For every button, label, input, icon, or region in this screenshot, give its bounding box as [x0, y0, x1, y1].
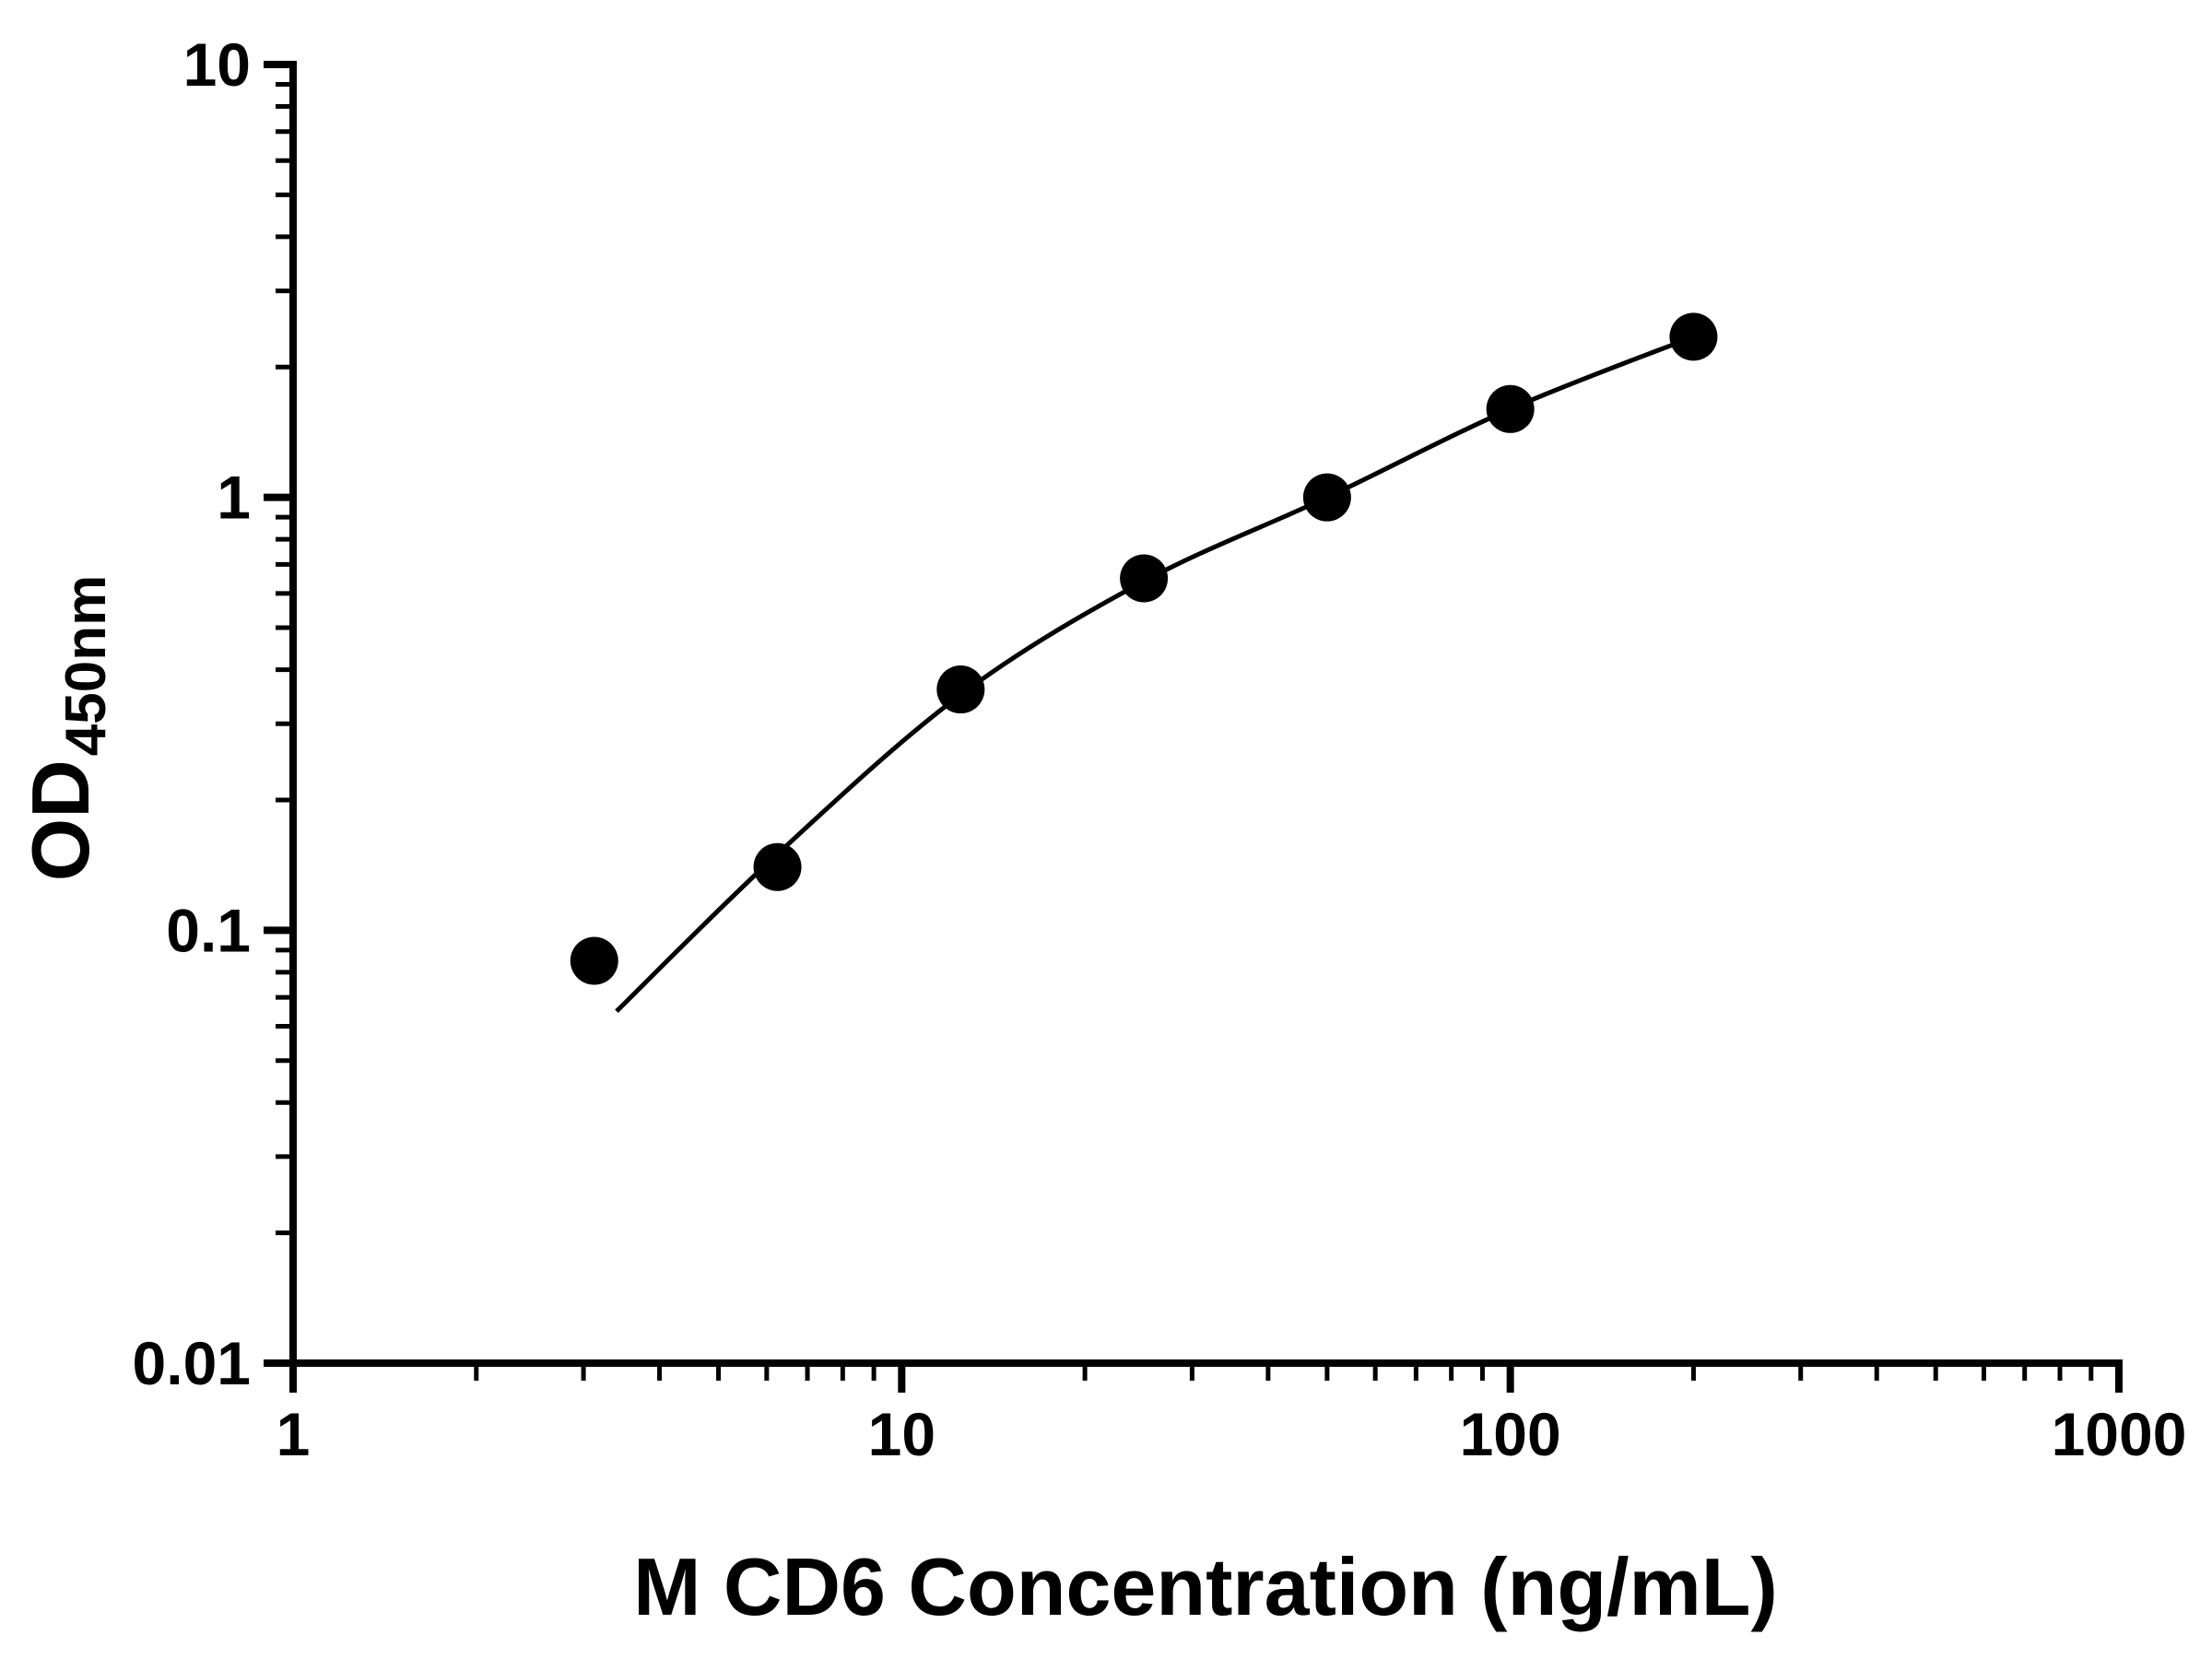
data-point — [753, 842, 802, 891]
x-tick-label: 10 — [868, 1400, 935, 1468]
data-point — [1120, 554, 1169, 603]
plot-area: 1 10 100 1000 0.01 0.1 1 10 — [133, 30, 2187, 1468]
y-axis-title-subscript: 450nm — [54, 575, 118, 756]
y-axis-title: OD450nm — [15, 575, 118, 881]
axis-spines — [289, 61, 2123, 1367]
data-point — [1486, 384, 1535, 433]
y-tick-label: 0.01 — [133, 1329, 251, 1397]
data-point — [1669, 312, 1718, 361]
data-point — [936, 665, 985, 714]
x-tick-label: 1000 — [2052, 1400, 2187, 1468]
x-tick-label: 100 — [1460, 1400, 1561, 1468]
y-tick-label: 10 — [183, 30, 251, 99]
x-axis-title: M CD6 Concentration (ng/mL) — [633, 1541, 1778, 1632]
x-tick-label: 1 — [276, 1400, 311, 1468]
y-tick-label: 1 — [217, 464, 251, 532]
data-point — [1302, 473, 1351, 522]
y-tick-label: 0.1 — [166, 896, 251, 964]
data-point — [570, 936, 618, 985]
fit-curve — [615, 335, 1695, 1013]
y-axis-title-main: OD — [15, 759, 106, 881]
